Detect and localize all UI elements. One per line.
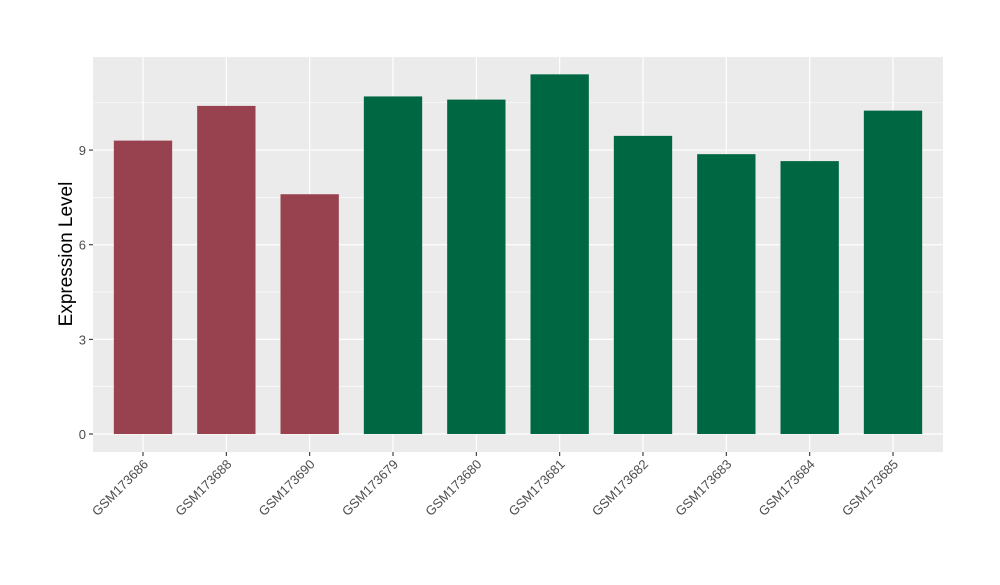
y-tick-label: 3: [79, 332, 86, 347]
x-tick-label: GSM173688: [172, 457, 234, 519]
bar-GSM173688: [197, 105, 256, 435]
bar-GSM173690: [280, 194, 339, 435]
x-tick-label: GSM173685: [839, 457, 901, 519]
x-axis: GSM173686 GSM173688 GSM173690 GSM173679 GSM1…: [89, 452, 901, 519]
y-axis-title: Expression Level: [56, 182, 77, 327]
bar-GSM173684: [780, 161, 839, 435]
y-axis: 0 3 6 9: [79, 143, 93, 442]
y-tick-label: 0: [79, 427, 86, 442]
y-tick-label: 9: [79, 143, 86, 158]
y-tick-label: 6: [79, 238, 86, 253]
bar-GSM173680: [447, 99, 506, 435]
x-tick-label: GSM173679: [339, 457, 401, 519]
x-tick-label: GSM173690: [256, 457, 318, 519]
bars: [113, 74, 923, 435]
x-tick-label: GSM173684: [756, 457, 818, 519]
x-tick-label: GSM173682: [589, 457, 651, 519]
x-tick-label: GSM173683: [672, 457, 734, 519]
bar-GSM173683: [697, 154, 756, 435]
bar-GSM173685: [863, 110, 923, 435]
x-tick-label: GSM173681: [506, 457, 568, 519]
bar-GSM173679: [363, 96, 423, 435]
bar-GSM173682: [613, 135, 673, 435]
x-tick-label: GSM173680: [422, 457, 484, 519]
bar-GSM173686: [113, 140, 173, 435]
bar-GSM173681: [530, 74, 589, 435]
x-tick-label: GSM173686: [89, 457, 151, 519]
